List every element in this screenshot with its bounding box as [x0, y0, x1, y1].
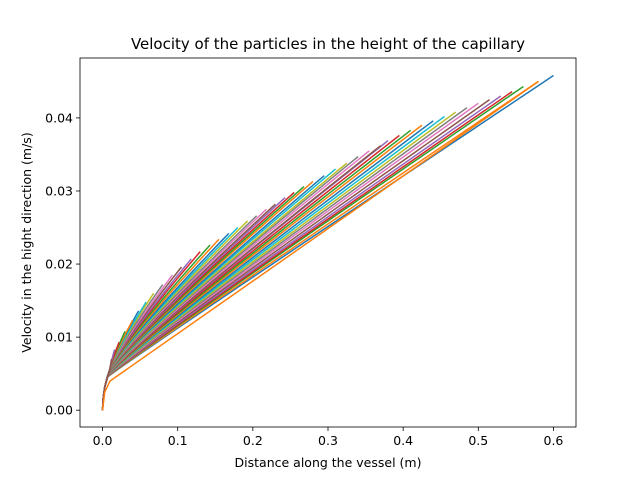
trajectory-line: [101, 74, 554, 411]
y-tick-label: 0.04: [45, 110, 73, 125]
trajectory-line: [101, 90, 513, 411]
x-axis-label: Distance along the vessel (m): [235, 455, 422, 470]
trajectory-line: [101, 358, 113, 411]
x-tick-label: 0.1: [168, 433, 188, 448]
x-tick-label: 0.3: [318, 433, 338, 448]
x-tick-label: 0.0: [93, 433, 113, 448]
trajectory-line: [101, 80, 539, 411]
x-tick-label: 0.4: [393, 433, 413, 448]
plot-lines: [101, 74, 554, 411]
trajectory-line: [101, 102, 479, 411]
x-tick-label: 0.6: [544, 433, 564, 448]
y-axis-label: Velocity in the hight direction (m/s): [19, 132, 34, 352]
y-tick-label: 0.01: [45, 330, 73, 345]
trajectory-line: [101, 99, 491, 411]
trajectory-line: [101, 80, 539, 411]
y-axis: 0.00 0.01 0.02 0.03 0.04: [45, 110, 80, 418]
y-tick-label: 0.00: [45, 403, 73, 418]
y-tick-label: 0.03: [45, 183, 73, 198]
x-axis: 0.0 0.1 0.2 0.3 0.4 0.5 0.6: [93, 427, 564, 448]
plot-frame: [79, 57, 577, 428]
x-tick-label: 0.5: [468, 433, 488, 448]
chart-title: Velocity of the particles in the height …: [131, 35, 525, 53]
y-tick-label: 0.02: [45, 257, 73, 272]
x-tick-label: 0.2: [243, 433, 263, 448]
